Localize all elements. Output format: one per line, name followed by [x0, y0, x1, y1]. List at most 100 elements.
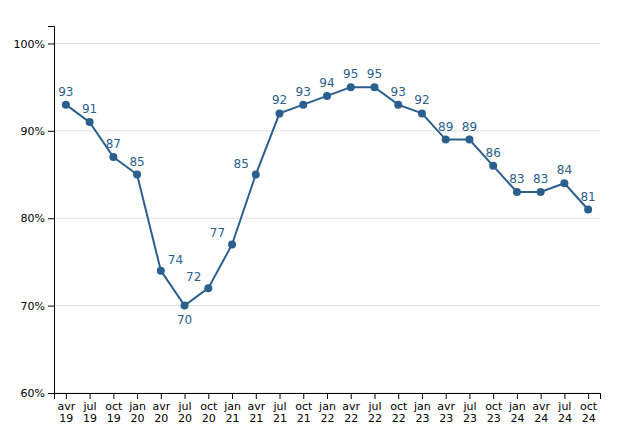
y-tick-mark — [48, 306, 54, 307]
x-tick: oct24 — [580, 393, 598, 425]
data-label: 89 — [462, 120, 477, 134]
data-label: 91 — [82, 102, 97, 116]
x-tick-label-line: 24 — [558, 412, 572, 425]
x-tick-mark — [256, 393, 257, 399]
point — [537, 188, 545, 196]
x-tick-label-line: jul — [462, 400, 476, 413]
x-tick: avr23 — [437, 393, 455, 425]
x-tick: oct23 — [485, 393, 503, 425]
point — [204, 284, 212, 292]
x-tick-mark — [446, 393, 447, 399]
x-tick-label-line: jul — [83, 400, 97, 413]
x-tick: jan24 — [508, 393, 526, 425]
data-label: 95 — [367, 67, 382, 81]
y-tick-label: 90% — [21, 125, 45, 138]
x-tick-label-line: jan — [223, 400, 241, 413]
x-tick: jan21 — [223, 393, 241, 425]
data-label: 93 — [296, 85, 311, 99]
data-label: 81 — [580, 190, 595, 204]
x-tick-mark — [90, 393, 91, 399]
data-label: 92 — [272, 93, 287, 107]
x-tick-label-line: 22 — [344, 412, 358, 425]
data-label: 85 — [234, 157, 249, 171]
data-label: 72 — [186, 270, 201, 284]
x-tick: jul22 — [367, 393, 382, 425]
x-tick-label-line: jul — [178, 400, 192, 413]
x-tick-label-line: avr — [57, 400, 75, 413]
x-tick-label-line: jan — [128, 400, 146, 413]
x-tick-label: jul19 — [83, 400, 98, 426]
x-tick-label-line: 20 — [202, 412, 216, 425]
point — [370, 83, 378, 91]
y-tick: 80% — [21, 212, 54, 225]
x-tick-label: jan23 — [413, 400, 431, 426]
data-label: 86 — [486, 146, 501, 160]
x-tick-label: avr23 — [437, 400, 455, 426]
point — [489, 162, 497, 170]
series — [62, 83, 592, 309]
x-tick-label-line: oct — [485, 400, 503, 413]
point — [394, 101, 402, 109]
x-tick-mark — [398, 393, 399, 399]
point — [181, 302, 189, 310]
line — [66, 87, 588, 305]
x-tick-label-line: 20 — [154, 412, 168, 425]
x-tick: jul24 — [557, 393, 572, 425]
grid-line — [54, 305, 600, 306]
point — [228, 240, 236, 248]
x-tick-mark — [280, 393, 281, 399]
point — [442, 136, 450, 144]
data-label: 83 — [509, 172, 524, 186]
x-tick: oct19 — [105, 393, 123, 425]
x-tick-mark — [303, 393, 304, 399]
x-tick-label-line: jan — [413, 400, 431, 413]
x-tick-mark — [493, 393, 494, 399]
x-tick-label: jul23 — [462, 400, 477, 426]
x-tick: jul21 — [272, 393, 287, 425]
x-tick-mark — [469, 393, 470, 399]
x-tick-mark — [351, 393, 352, 399]
x-tick-mark — [517, 393, 518, 399]
y-tick: 90% — [21, 125, 54, 138]
x-tick-mark — [208, 393, 209, 399]
x-tick-label: jul20 — [178, 400, 193, 426]
x-tick-label-line: 24 — [534, 412, 548, 425]
x-tick-label: oct24 — [580, 400, 598, 426]
x-tick-label-line: 19 — [59, 412, 73, 425]
data-labels: 9391878574707277859293949595939289898683… — [58, 67, 596, 327]
x-tick: jan20 — [128, 393, 146, 425]
y-tick-label: 100% — [14, 37, 45, 50]
x-tick-label-line: jul — [557, 400, 571, 413]
x-axis: avr19jul19oct19jan20avr20jul20oct20jan21… — [55, 393, 601, 425]
x-tick-label-line: avr — [247, 400, 265, 413]
x-tick-label-line: 22 — [368, 412, 382, 425]
x-tick: avr19 — [57, 393, 75, 425]
point — [109, 153, 117, 161]
y-tick-mark — [48, 43, 54, 44]
x-tick: avr21 — [247, 393, 265, 425]
x-tick-label-line: 21 — [297, 412, 311, 425]
x-tick-label-line: 20 — [178, 412, 192, 425]
x-tick-label: jan21 — [223, 400, 241, 426]
x-tick-label: jan24 — [508, 400, 526, 426]
x-tick-mark — [422, 393, 423, 399]
x-tick-mark — [113, 393, 114, 399]
x-tick-label: avr21 — [247, 400, 265, 426]
x-tick-label: jul21 — [272, 400, 287, 426]
x-tick-label-line: jan — [508, 400, 526, 413]
x-tick-label-line: 23 — [439, 412, 453, 425]
x-tick-label: jan22 — [318, 400, 336, 426]
point — [157, 267, 165, 275]
point — [62, 101, 70, 109]
x-tick: avr24 — [532, 393, 550, 425]
y-tick-mark — [48, 218, 54, 219]
x-tick-label: jan20 — [128, 400, 146, 426]
data-label: 94 — [319, 76, 334, 90]
point — [323, 92, 331, 100]
y-tick-label: 60% — [21, 387, 45, 400]
x-tick-mark — [137, 393, 138, 399]
data-label: 87 — [106, 137, 121, 151]
x-tick-label-line: 23 — [487, 412, 501, 425]
data-label: 93 — [391, 85, 406, 99]
x-tick-mark — [185, 393, 186, 399]
